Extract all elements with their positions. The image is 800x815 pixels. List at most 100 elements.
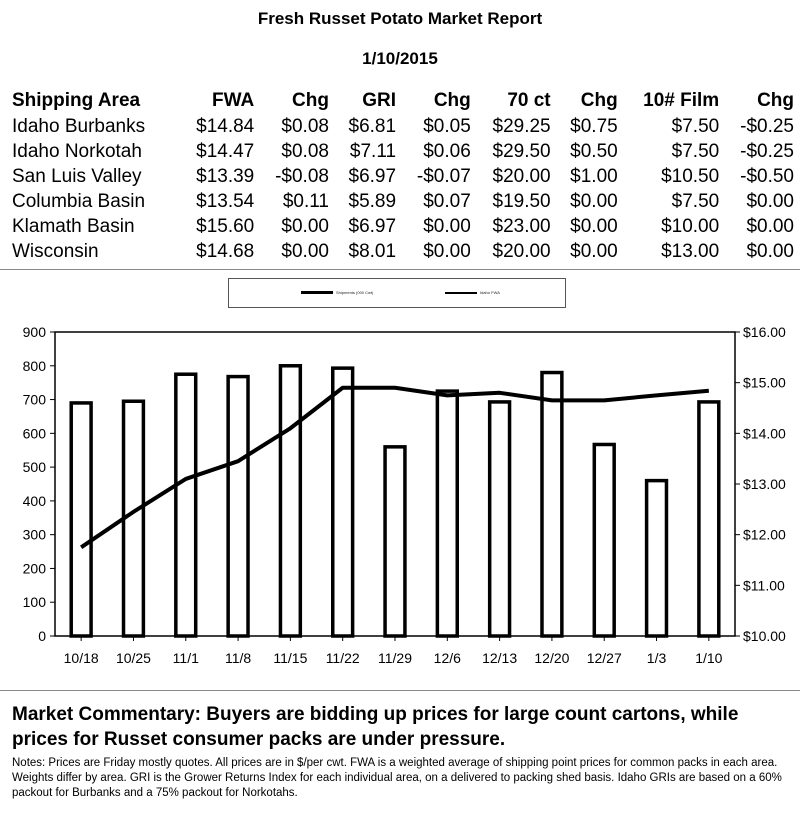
price-cell: $0.08 [281, 115, 329, 137]
price-cell: $14.84 [196, 115, 255, 137]
price-cell: $0.00 [423, 240, 471, 262]
price-cell: $0.11 [282, 190, 329, 212]
col-gri-chg: Chg [433, 90, 471, 111]
price-cell: $20.00 [492, 165, 551, 187]
price-cell: $13.39 [196, 165, 255, 187]
col-film: 10# Film [643, 90, 720, 111]
col-fwa-chg: Chg [292, 90, 329, 111]
legend-label-idaho-fwa: Idaho FWA [480, 290, 500, 295]
legend-item-idaho-fwa: Idaho FWA [445, 290, 500, 295]
y-right-tick-label: $12.00 [743, 527, 786, 543]
price-cell: $14.68 [196, 240, 255, 262]
price-cell: $7.50 [671, 190, 720, 212]
y-left-tick-label: 900 [23, 324, 47, 340]
price-cell: $0.00 [746, 215, 794, 237]
x-tick-label: 10/18 [64, 650, 99, 666]
shipments-bar [540, 370, 564, 638]
shipments-bar [331, 366, 355, 638]
x-tick-label: 12/27 [587, 650, 622, 666]
x-tick-label: 1/3 [647, 650, 667, 666]
area-name-cell: Idaho Norkotah [12, 140, 142, 162]
shipments-bar [487, 400, 512, 638]
price-cell: $13.00 [661, 240, 720, 262]
table-row: San Luis Valley $13.39 -$0.08 $6.97 -$0.07 $2… [8, 164, 798, 189]
price-cell: $0.50 [570, 140, 618, 162]
y-right-tick-label: $14.00 [743, 425, 786, 441]
price-cell: $0.00 [746, 240, 794, 262]
legend-item-shipments: Shipments (000 Cwt) [301, 290, 373, 295]
x-tick-label: 11/22 [326, 650, 360, 666]
price-cell: $0.00 [746, 190, 794, 212]
price-cell: -$0.25 [740, 115, 794, 137]
area-name-cell: Wisconsin [12, 240, 99, 262]
y-left-tick-label: 600 [23, 425, 47, 441]
price-cell: $10.50 [661, 165, 720, 187]
col-gri: GRI [362, 90, 397, 111]
price-cell: $0.00 [570, 240, 618, 262]
divider-bottom [0, 690, 800, 691]
price-cell: $0.06 [423, 140, 471, 162]
price-cell: $6.97 [348, 165, 397, 187]
y-left-tick-label: 0 [38, 628, 46, 644]
shipments-bar [69, 401, 93, 638]
price-cell: $0.05 [423, 115, 471, 137]
y-left-tick-label: 500 [23, 459, 47, 475]
price-table: Shipping Area FWA Chg GRI Chg 70 ct Chg … [8, 88, 798, 264]
price-cell: $10.00 [661, 215, 720, 237]
y-left-tick-label: 700 [23, 392, 47, 408]
col-fwa: FWA [212, 90, 255, 111]
table-row: Wisconsin $14.68 $0.00 $8.01 $0.00 $20.00 $0.0… [8, 239, 798, 264]
table-body: Idaho Burbanks $14.84 $0.08 $6.81 $0.05 $29.2… [8, 114, 798, 264]
y-left-tick-label: 200 [23, 560, 47, 576]
price-cell: $14.47 [196, 140, 255, 162]
price-cell: $7.50 [671, 140, 720, 162]
x-tick-label: 11/29 [378, 650, 412, 666]
x-tick-label: 11/8 [225, 650, 251, 666]
table-row: Columbia Basin $13.54 $0.11 $5.89 $0.07 $19.5… [8, 189, 798, 214]
x-tick-label: 12/20 [534, 650, 569, 666]
price-cell: -$0.07 [416, 165, 471, 187]
shipments-bar [226, 374, 250, 638]
price-cell: $1.00 [570, 165, 618, 187]
y-left-tick-label: 100 [23, 594, 47, 610]
shipments-bar [592, 442, 616, 638]
y-right-tick-label: $13.00 [743, 476, 786, 492]
price-cell: $20.00 [492, 240, 551, 262]
report-date: 1/10/2015 [362, 49, 438, 68]
x-tick-label: 12/6 [434, 650, 461, 666]
price-cell: $0.08 [281, 140, 329, 162]
area-name-cell: Idaho Burbanks [12, 115, 146, 137]
price-cell: $7.50 [671, 115, 720, 137]
price-cell: $15.60 [196, 215, 255, 237]
combo-chart: 0 100 200 300 400 500 600 700 800 900 $10.00 $11.00… [23, 324, 786, 666]
table-row: Idaho Burbanks $14.84 $0.08 $6.81 $0.05 $29.2… [8, 114, 798, 139]
price-cell: $6.97 [348, 215, 397, 237]
price-cell: -$0.25 [740, 140, 794, 162]
y-left-tick-label: 300 [23, 527, 47, 543]
price-cell: -$0.08 [275, 165, 329, 187]
price-cell: $19.50 [492, 190, 551, 212]
price-cell: $0.00 [281, 215, 329, 237]
price-cell: $29.25 [492, 115, 551, 137]
price-cell: $23.00 [492, 215, 551, 237]
price-cell: $8.01 [348, 240, 397, 262]
y-right-tick-label: $11.00 [743, 577, 785, 593]
price-cell: $5.89 [348, 190, 397, 212]
price-cell: $0.00 [423, 215, 471, 237]
y-right-tick-label: $16.00 [743, 324, 786, 340]
price-cell: $0.07 [423, 190, 471, 212]
x-tick-label: 12/13 [482, 650, 517, 666]
x-tick-label: 11/1 [173, 650, 199, 666]
y-left-tick-label: 800 [23, 358, 47, 374]
shipments-bar [174, 372, 198, 638]
price-cell: $0.00 [570, 215, 618, 237]
price-cell: $13.54 [196, 190, 255, 212]
col-film-chg: Chg [757, 90, 794, 111]
table-header-row: Shipping Area FWA Chg GRI Chg 70 ct Chg … [8, 88, 798, 114]
price-cell: -$0.50 [740, 165, 794, 187]
shipments-bar [278, 364, 303, 638]
area-name-cell: San Luis Valley [12, 165, 142, 187]
col-70ct-chg: Chg [580, 90, 618, 111]
x-tick-label: 11/15 [273, 650, 307, 666]
price-cell: $0.75 [570, 115, 618, 137]
